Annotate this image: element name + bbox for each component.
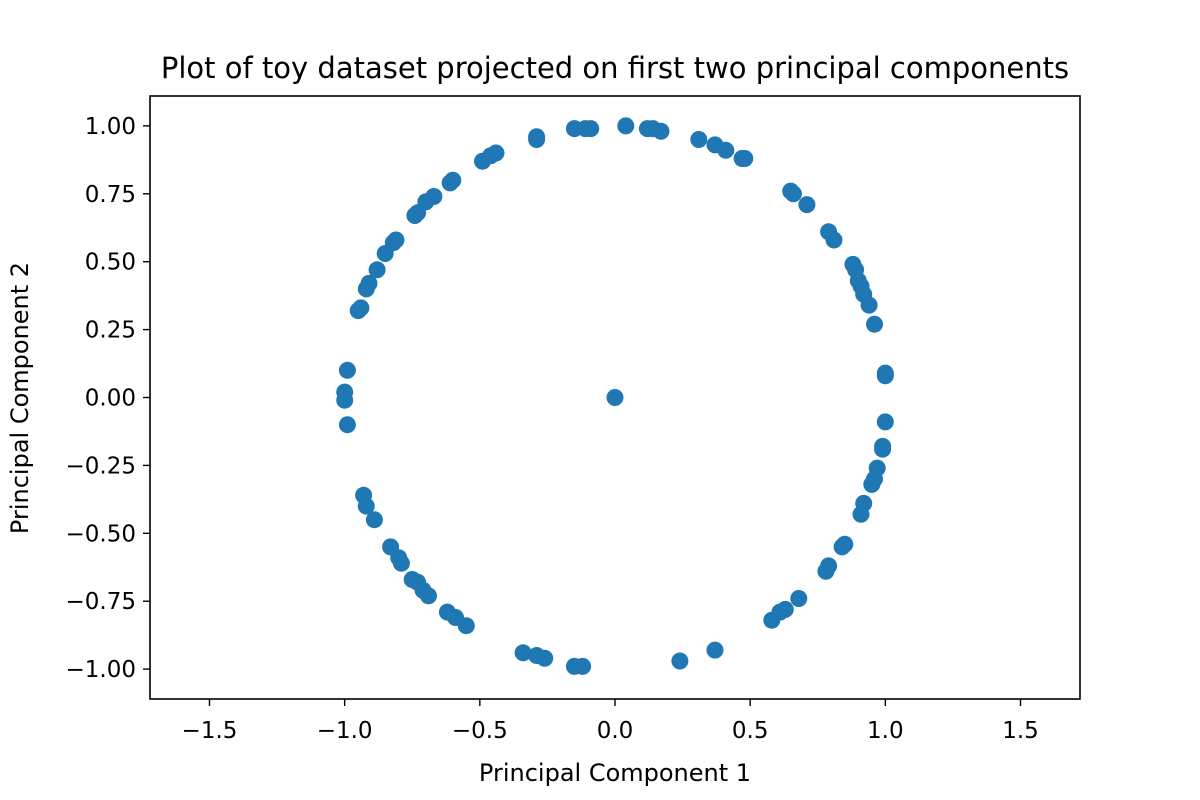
data-point — [852, 505, 870, 523]
data-point — [671, 652, 689, 670]
data-point — [736, 150, 754, 167]
data-point — [717, 141, 735, 159]
data-point — [514, 644, 532, 662]
data-point — [349, 302, 367, 320]
data-point — [338, 361, 356, 379]
data-point — [606, 389, 624, 406]
data-point — [368, 261, 386, 279]
x-axis-ticks: −1.5 −1.0 −0.5 0.0 0.5 1.0 1.5 — [182, 699, 1039, 744]
y-axis-label: Principal Component 2 — [6, 262, 34, 534]
y-axis-ticks: 1.00 0.75 0.50 0.25 0.00 −0.25 −0.50 −0.75 −1.00 — [66, 114, 150, 683]
data-point — [790, 590, 808, 607]
data-point — [365, 511, 383, 529]
data-point — [357, 280, 375, 298]
data-point — [876, 413, 894, 431]
y-tick-label: 0.25 — [85, 318, 136, 344]
y-tick-label: −1.00 — [66, 657, 136, 683]
y-tick-label: 1.00 — [85, 114, 136, 140]
y-tick-label: −0.75 — [66, 589, 136, 615]
x-axis-label: Principal Component 1 — [479, 759, 751, 787]
data-point — [706, 641, 724, 659]
data-point — [441, 174, 459, 192]
data-point — [825, 231, 843, 249]
data-point — [536, 649, 554, 667]
x-tick-label: −1.0 — [317, 718, 373, 744]
data-point — [582, 120, 600, 138]
data-point — [833, 538, 851, 556]
data-point — [392, 554, 410, 572]
data-point — [420, 587, 437, 605]
chart-title: Plot of toy dataset projected on first t… — [161, 51, 1069, 85]
data-point — [457, 617, 475, 635]
data-point — [763, 611, 781, 629]
y-tick-label: 0.50 — [85, 250, 136, 276]
y-tick-label: 0.75 — [85, 182, 136, 208]
data-point — [528, 131, 546, 148]
x-tick-label: 0.5 — [732, 718, 769, 744]
data-point — [652, 122, 670, 140]
data-point — [574, 657, 592, 675]
data-point — [866, 315, 883, 333]
y-tick-label: −0.25 — [66, 453, 136, 479]
points-layer — [336, 117, 894, 675]
y-tick-label: −0.50 — [66, 521, 136, 547]
data-point — [357, 497, 375, 515]
data-point — [876, 367, 894, 385]
data-point — [784, 185, 802, 203]
data-point — [860, 296, 878, 314]
data-point — [336, 391, 354, 409]
x-tick-label: −0.5 — [452, 718, 508, 744]
x-tick-label: 1.5 — [1002, 718, 1039, 744]
data-point — [874, 440, 892, 458]
x-tick-label: −1.5 — [182, 718, 238, 744]
data-point — [817, 562, 835, 580]
data-point — [617, 117, 635, 135]
data-point — [487, 144, 505, 162]
x-tick-label: 1.0 — [867, 718, 904, 744]
data-point — [798, 196, 816, 214]
data-point — [690, 131, 708, 148]
data-point — [406, 207, 424, 224]
data-point — [863, 475, 881, 493]
data-point — [376, 245, 394, 262]
data-point — [338, 416, 356, 434]
x-tick-label: 0.0 — [597, 718, 634, 744]
y-tick-label: 0.00 — [85, 386, 136, 412]
